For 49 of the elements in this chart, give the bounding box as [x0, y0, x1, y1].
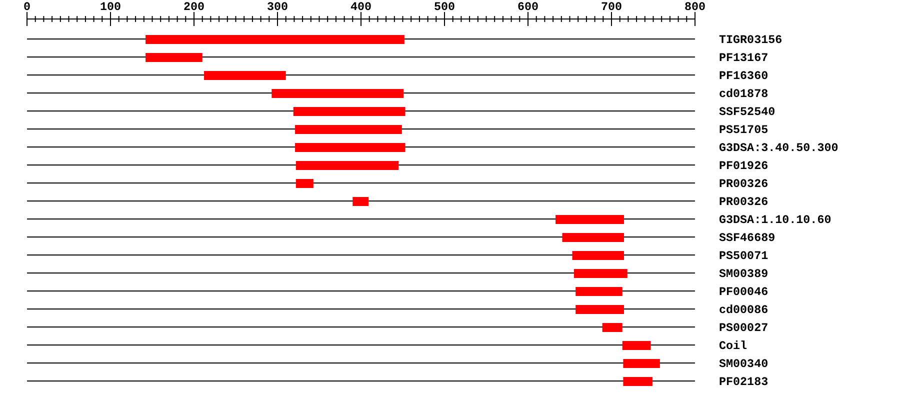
bar: [204, 71, 286, 80]
y-tick-label: PF13167: [719, 51, 768, 66]
bar: [296, 179, 314, 188]
y-tick-label: cd00086: [719, 303, 768, 318]
x-tick-label: 100: [100, 0, 122, 14]
y-tick-label: PR00326: [719, 177, 768, 192]
y-tick-label: PF00046: [719, 285, 768, 300]
x-tick-label: 400: [350, 0, 372, 14]
bar: [562, 233, 624, 242]
y-tick-label: PF16360: [719, 69, 768, 84]
y-tick-label: PS51705: [719, 123, 768, 138]
y-tick-label: SM00389: [719, 267, 768, 282]
x-tick-label: 300: [266, 0, 288, 14]
x-tick-label: 700: [600, 0, 622, 14]
y-tick-label: cd01878: [719, 87, 768, 102]
bar: [623, 359, 660, 368]
y-tick-label: PF02183: [719, 375, 768, 390]
y-tick-label: PF01926: [719, 159, 768, 174]
bar: [556, 215, 624, 224]
bar: [295, 143, 406, 152]
y-tick-label: Coil: [719, 339, 748, 354]
bar: [295, 125, 402, 134]
y-tick-label: G3DSA:3.40.50.300: [719, 141, 838, 156]
y-tick-label: TIGR03156: [719, 33, 782, 48]
bar: [602, 323, 622, 332]
bar: [146, 35, 404, 44]
x-tick-label: 500: [434, 0, 456, 14]
bar: [296, 161, 399, 170]
y-tick-label: G3DSA:1.10.10.60: [719, 213, 832, 228]
bar: [272, 89, 404, 98]
bar: [146, 53, 202, 62]
y-tick-label: SM00340: [719, 357, 768, 372]
y-tick-label: PR00326: [719, 195, 768, 210]
bar: [576, 287, 622, 296]
x-tick-label: 200: [183, 0, 205, 14]
bar: [622, 341, 651, 350]
bar: [623, 377, 652, 386]
y-tick-label: SSF46689: [719, 231, 776, 246]
bar: [576, 305, 624, 314]
bar: [574, 269, 628, 278]
bar: [293, 107, 406, 116]
bar: [572, 251, 624, 260]
bar: [352, 197, 369, 206]
y-tick-label: SSF52540: [719, 105, 776, 120]
y-tick-label: PS50071: [719, 249, 768, 264]
y-tick-label: PS00027: [719, 321, 768, 336]
x-tick-label: 0: [23, 0, 31, 14]
x-tick-label: 600: [517, 0, 539, 14]
x-tick-label: 800: [684, 0, 706, 14]
